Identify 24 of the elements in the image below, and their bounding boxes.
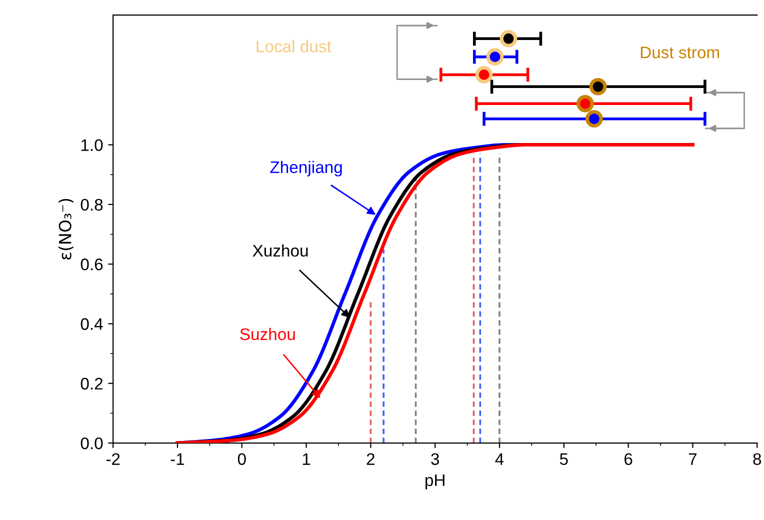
x-axis-title: pH <box>426 474 444 490</box>
x-tick-label: 2 <box>366 453 374 465</box>
y-tick-label: 1.0 <box>81 139 103 152</box>
x-tick-label: -1 <box>170 453 184 465</box>
y-tick-label: 0.6 <box>80 258 103 270</box>
y-tick-label: 0.0 <box>80 437 103 450</box>
x-tick-label: 3 <box>431 453 439 466</box>
x-tick-label: 8 <box>753 453 762 466</box>
text: Zhenjiang <box>270 160 342 176</box>
text: Xuzhou <box>252 244 308 257</box>
y-axis-title: ε(NO₃⁻) <box>58 198 74 260</box>
x-tick-label: -2 <box>106 453 120 465</box>
y-tick-label: 0.8 <box>80 198 103 211</box>
x-tick-label: 7 <box>688 453 697 465</box>
x-tick-label: 5 <box>560 453 568 466</box>
x-tick-label: 0 <box>238 453 246 466</box>
y-tick-label: 0.2 <box>80 378 103 390</box>
x-tick-label: 6 <box>624 453 632 466</box>
y-tick-label: 0.4 <box>80 318 103 330</box>
x-tick-label: 1 <box>302 453 310 465</box>
annotation: Local dust <box>256 40 332 52</box>
x-tick-label: 4 <box>495 453 504 465</box>
text: Suzhou <box>240 328 295 340</box>
annotation: Dust strom <box>640 46 720 58</box>
